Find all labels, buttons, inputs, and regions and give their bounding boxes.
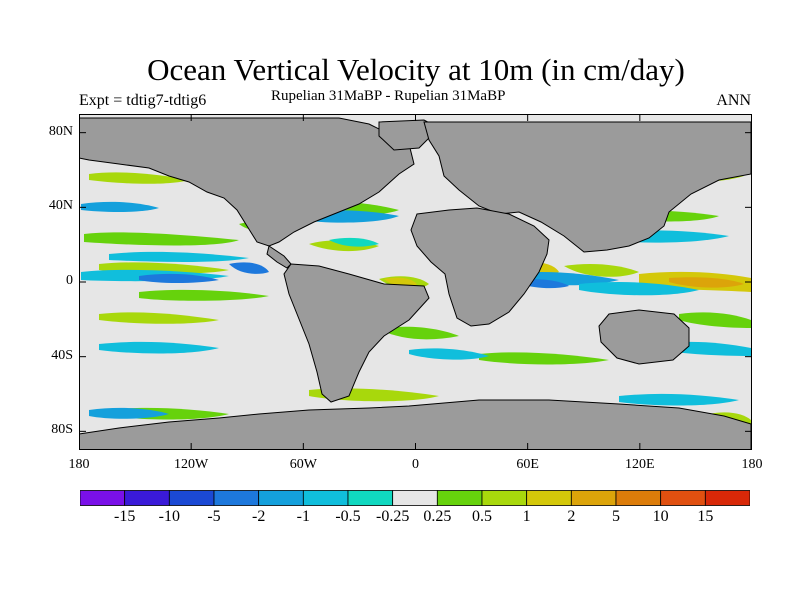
colorbar-swatch [660,490,706,506]
velocity-patch [579,282,699,296]
velocity-patch [669,277,744,288]
velocity-patch [329,237,379,247]
colorbar-label: -5 [207,508,221,525]
landmass-greenland [378,119,440,151]
velocity-patch [564,264,639,277]
colorbar-label: -15 [113,508,136,525]
colorbar-swatch [124,490,170,506]
colorbar-swatch [570,490,617,506]
season-label: ANN [716,92,751,109]
axis-ticks [79,114,752,450]
experiment-label: Expt = tdtig7-tdtig6 [79,92,207,109]
velocity-patch [379,326,459,340]
colorbar-label: -1 [296,508,310,525]
lon-tick-label: 180 [68,457,90,472]
colorbar-swatch [392,490,438,506]
velocity-patch [84,232,239,246]
landmass-africa [410,207,550,327]
colorbar-label: -2 [251,508,266,525]
lat-tick-label: 0 [66,273,73,288]
colorbar-label: 1 [522,508,531,525]
lon-tick-label: 60E [516,457,539,472]
colorbar-swatch [213,490,260,506]
continents [79,117,752,450]
velocity-patch [109,251,249,262]
colorbar-swatch [481,490,528,506]
colorbar-swatch [436,490,483,506]
lon-tick-label: 120E [625,457,655,472]
lat-tick-label: 40N [48,198,73,214]
lon-tick-label: 120W [174,457,209,472]
velocity-patch [99,312,219,324]
lon-tick-label: 0 [412,457,419,472]
colorbar-label: 10 [652,508,669,525]
colorbar-label: 0.5 [472,508,492,525]
velocity-patch [89,172,189,184]
velocity-patch [139,289,269,301]
velocity-patch [619,393,739,406]
lat-tick-label: 80S [51,422,73,438]
velocity-patch [229,262,269,274]
landmass-south-america [283,263,430,403]
colorbar-label: 15 [697,508,714,525]
velocity-patch [409,348,489,360]
velocity-patch [139,273,219,283]
map-panel [79,114,752,450]
colorbar-label: -0.5 [335,508,361,525]
colorbar-swatch [347,490,394,506]
colorbar-swatch [615,490,662,506]
colorbar-swatch [704,490,750,506]
chart-title: Ocean Vertical Velocity at 10m (in cm/da… [147,52,685,87]
colorbar-swatch [80,490,126,506]
colorbar-swatch [258,490,304,506]
lon-tick-label: 180 [741,457,763,472]
lat-tick-label: 80N [48,123,73,139]
colorbar-swatch [302,490,349,506]
landmass-eurasia [423,121,752,253]
velocity-patch [679,312,751,328]
landmass-central-america [266,245,292,269]
colorbar-label: 0.25 [423,508,452,525]
lat-tick-label: 40S [51,347,73,363]
colorbar-label: 5 [612,508,620,525]
colorbar [80,490,750,506]
colorbar-label: -10 [158,508,180,525]
landmass-australia [598,309,690,365]
colorbar-label: -0.25 [375,508,410,525]
colorbar-swatch [168,490,215,506]
velocity-patch [89,407,169,419]
colorbar-label: 2 [567,508,576,525]
subtitle: Rupelian 31MaBP - Rupelian 31MaBP [271,88,506,104]
lon-tick-label: 60W [289,457,317,472]
velocity-patch [479,352,609,365]
velocity-patch [99,341,219,354]
velocity-patch [81,201,159,212]
colorbar-swatch [526,490,572,506]
